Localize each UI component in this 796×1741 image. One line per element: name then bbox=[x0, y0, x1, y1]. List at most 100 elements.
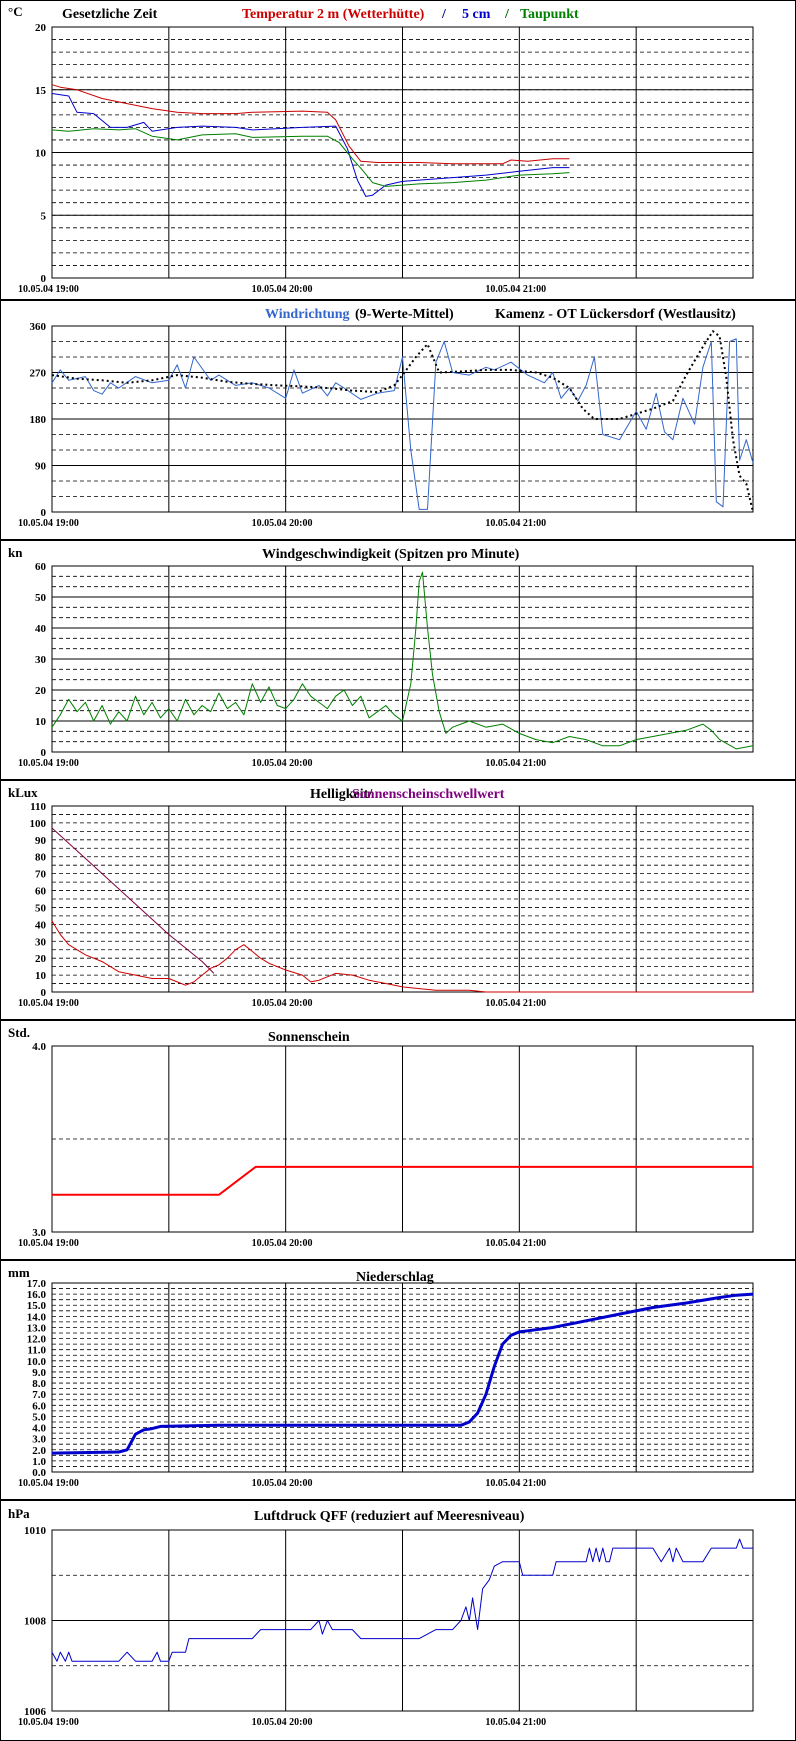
unit-label: kLux bbox=[8, 785, 38, 800]
y-tick-label: 70 bbox=[35, 869, 47, 881]
x-tick-label: 10.05.04 19:00 bbox=[18, 518, 79, 529]
x-tick-label: 10.05.04 20:00 bbox=[252, 518, 313, 529]
y-tick-label: 40 bbox=[35, 623, 47, 635]
y-tick-label: 3.0 bbox=[32, 1434, 46, 1446]
chart-title-part: Sonnenschein bbox=[268, 1030, 350, 1045]
series-line bbox=[51, 827, 215, 974]
y-tick-label: 12.0 bbox=[27, 1334, 47, 1346]
y-tick-label: 10 bbox=[35, 716, 47, 728]
x-tick-label: 10.05.04 21:00 bbox=[485, 1238, 546, 1249]
series-line bbox=[52, 1165, 753, 1196]
x-tick-label: 10.05.04 21:00 bbox=[485, 1478, 546, 1489]
y-tick-label: 20 bbox=[35, 685, 47, 697]
y-tick-label: 11.0 bbox=[27, 1345, 46, 1357]
chart-sunshine: 4.0 3.0 Std. 10.05.04 19:00 10.05.04 20:00 10… bbox=[0, 1020, 796, 1260]
x-tick-label: 10.05.04 21:00 bbox=[485, 758, 546, 769]
y-tick-label: 60 bbox=[35, 561, 47, 573]
y-tick-label: 1008 bbox=[24, 1616, 47, 1628]
x-tick-label: 10.05.04 19:00 bbox=[18, 758, 79, 769]
panel-frame bbox=[0, 300, 796, 540]
chart-temperature: 20 15 10 5 0 °C 10.05.04 19:00 10.05.04 20:00 10… bbox=[0, 0, 796, 300]
y-tick-label: 90 bbox=[35, 835, 47, 847]
chart-title-part: Taupunkt bbox=[520, 7, 579, 22]
y-tick-label: 0.0 bbox=[32, 1467, 46, 1479]
series-line bbox=[51, 920, 753, 993]
y-tick-label: 0 bbox=[41, 747, 47, 759]
y-tick-label: 1010 bbox=[24, 1525, 47, 1537]
y-tick-label: 0 bbox=[41, 507, 47, 519]
x-tick-label: 10.05.04 20:00 bbox=[252, 1238, 313, 1249]
chart-title-part: Helligkeit/ bbox=[310, 787, 373, 802]
x-tick-label: 10.05.04 21:00 bbox=[485, 1717, 546, 1728]
y-tick-label: 50 bbox=[35, 592, 47, 604]
y-tick-label: 4.0 bbox=[32, 1423, 46, 1435]
unit-label: hPa bbox=[8, 1506, 30, 1521]
chart-precipitation: 17.016.015.014.013.012.011.010.09.08.07.… bbox=[0, 1260, 796, 1500]
x-tick-label: 10.05.04 20:00 bbox=[252, 1717, 313, 1728]
x-tick-label: 10.05.04 21:00 bbox=[485, 284, 546, 295]
y-tick-label: 80 bbox=[35, 852, 47, 864]
chart-title-part: Kamenz - OT Lückersdorf (Westlausitz) bbox=[495, 307, 736, 322]
chart-title-part: 5 cm bbox=[462, 7, 491, 22]
plot-frame bbox=[51, 325, 754, 513]
y-tick-label: 270 bbox=[30, 368, 47, 380]
x-tick-label: 10.05.04 19:00 bbox=[18, 1238, 79, 1249]
plot-frame bbox=[51, 26, 754, 279]
y-tick-label: 14.0 bbox=[27, 1311, 47, 1323]
y-tick-label: 20 bbox=[35, 953, 47, 965]
chart-title-part: Gesetzliche Zeit bbox=[62, 7, 158, 22]
y-tick-label: 4.0 bbox=[32, 1041, 46, 1053]
series-line bbox=[51, 128, 570, 187]
chart-wind_direction: 360 270 180 90 010.05.04 19:00 10.05.04 20:00… bbox=[0, 300, 796, 540]
plot-frame bbox=[51, 1045, 754, 1233]
series-line bbox=[51, 93, 570, 197]
x-tick-label: 10.05.04 20:00 bbox=[252, 998, 313, 1009]
chart-title-part: (9-Werte-Mittel) bbox=[355, 307, 454, 322]
panel-frame bbox=[0, 1260, 796, 1500]
chart-wind_speed: 60 50 40 30 20 10 0 kn 10.05.04 19:00 10.05.04 20… bbox=[0, 540, 796, 780]
y-tick-label: 60 bbox=[35, 886, 47, 898]
chart-title-part: / bbox=[441, 7, 447, 22]
y-tick-label: 180 bbox=[30, 414, 47, 426]
y-tick-label: 2.0 bbox=[32, 1445, 46, 1457]
panel-frame bbox=[0, 1020, 796, 1260]
plot-frame bbox=[51, 1282, 754, 1473]
series-line bbox=[51, 84, 570, 165]
y-tick-label: 40 bbox=[35, 919, 47, 931]
unit-label: °C bbox=[8, 4, 23, 19]
x-tick-label: 10.05.04 19:00 bbox=[18, 1478, 79, 1489]
y-tick-label: 30 bbox=[35, 936, 47, 948]
x-tick-label: 10.05.04 21:00 bbox=[485, 998, 546, 1009]
y-tick-label: 7.0 bbox=[32, 1389, 46, 1401]
y-tick-label: 10 bbox=[35, 148, 47, 160]
x-tick-label: 10.05.04 19:00 bbox=[18, 1717, 79, 1728]
x-tick-label: 10.05.04 20:00 bbox=[252, 758, 313, 769]
y-tick-label: 15 bbox=[35, 85, 47, 97]
series-line bbox=[51, 1292, 754, 1455]
y-tick-label: 30 bbox=[35, 654, 47, 666]
y-tick-label: 1.0 bbox=[32, 1456, 46, 1468]
unit-label: kn bbox=[8, 545, 23, 560]
plot-frame bbox=[51, 1529, 754, 1712]
series-line bbox=[51, 1538, 753, 1662]
y-tick-label: 1006 bbox=[24, 1706, 47, 1718]
y-tick-label: 16.0 bbox=[27, 1289, 47, 1301]
y-tick-label: 0 bbox=[41, 987, 47, 999]
series-line bbox=[51, 571, 754, 750]
y-tick-label: 17.0 bbox=[27, 1278, 47, 1290]
chart-title-part: Luftdruck QFF (reduziert auf Meeresnivea… bbox=[254, 1509, 525, 1524]
chart-title-part: Sonnenscheinschwellwert bbox=[352, 787, 505, 802]
y-tick-label: 100 bbox=[30, 818, 47, 830]
y-tick-label: 360 bbox=[30, 321, 47, 333]
chart-pressure: 1010 1008 1006 hPa 10.05.04 19:00 10.05.04 20… bbox=[0, 1500, 796, 1741]
chart-title-part: Temperatur 2 m (Wetterhütte) bbox=[242, 7, 425, 22]
x-tick-label: 10.05.04 20:00 bbox=[252, 1478, 313, 1489]
x-tick-label: 10.05.04 21:00 bbox=[485, 518, 546, 529]
series-line bbox=[51, 338, 754, 510]
x-tick-label: 10.05.04 19:00 bbox=[18, 284, 79, 295]
y-tick-label: 5 bbox=[41, 210, 47, 222]
y-tick-label: 20 bbox=[35, 22, 47, 34]
y-tick-label: 10 bbox=[35, 970, 47, 982]
